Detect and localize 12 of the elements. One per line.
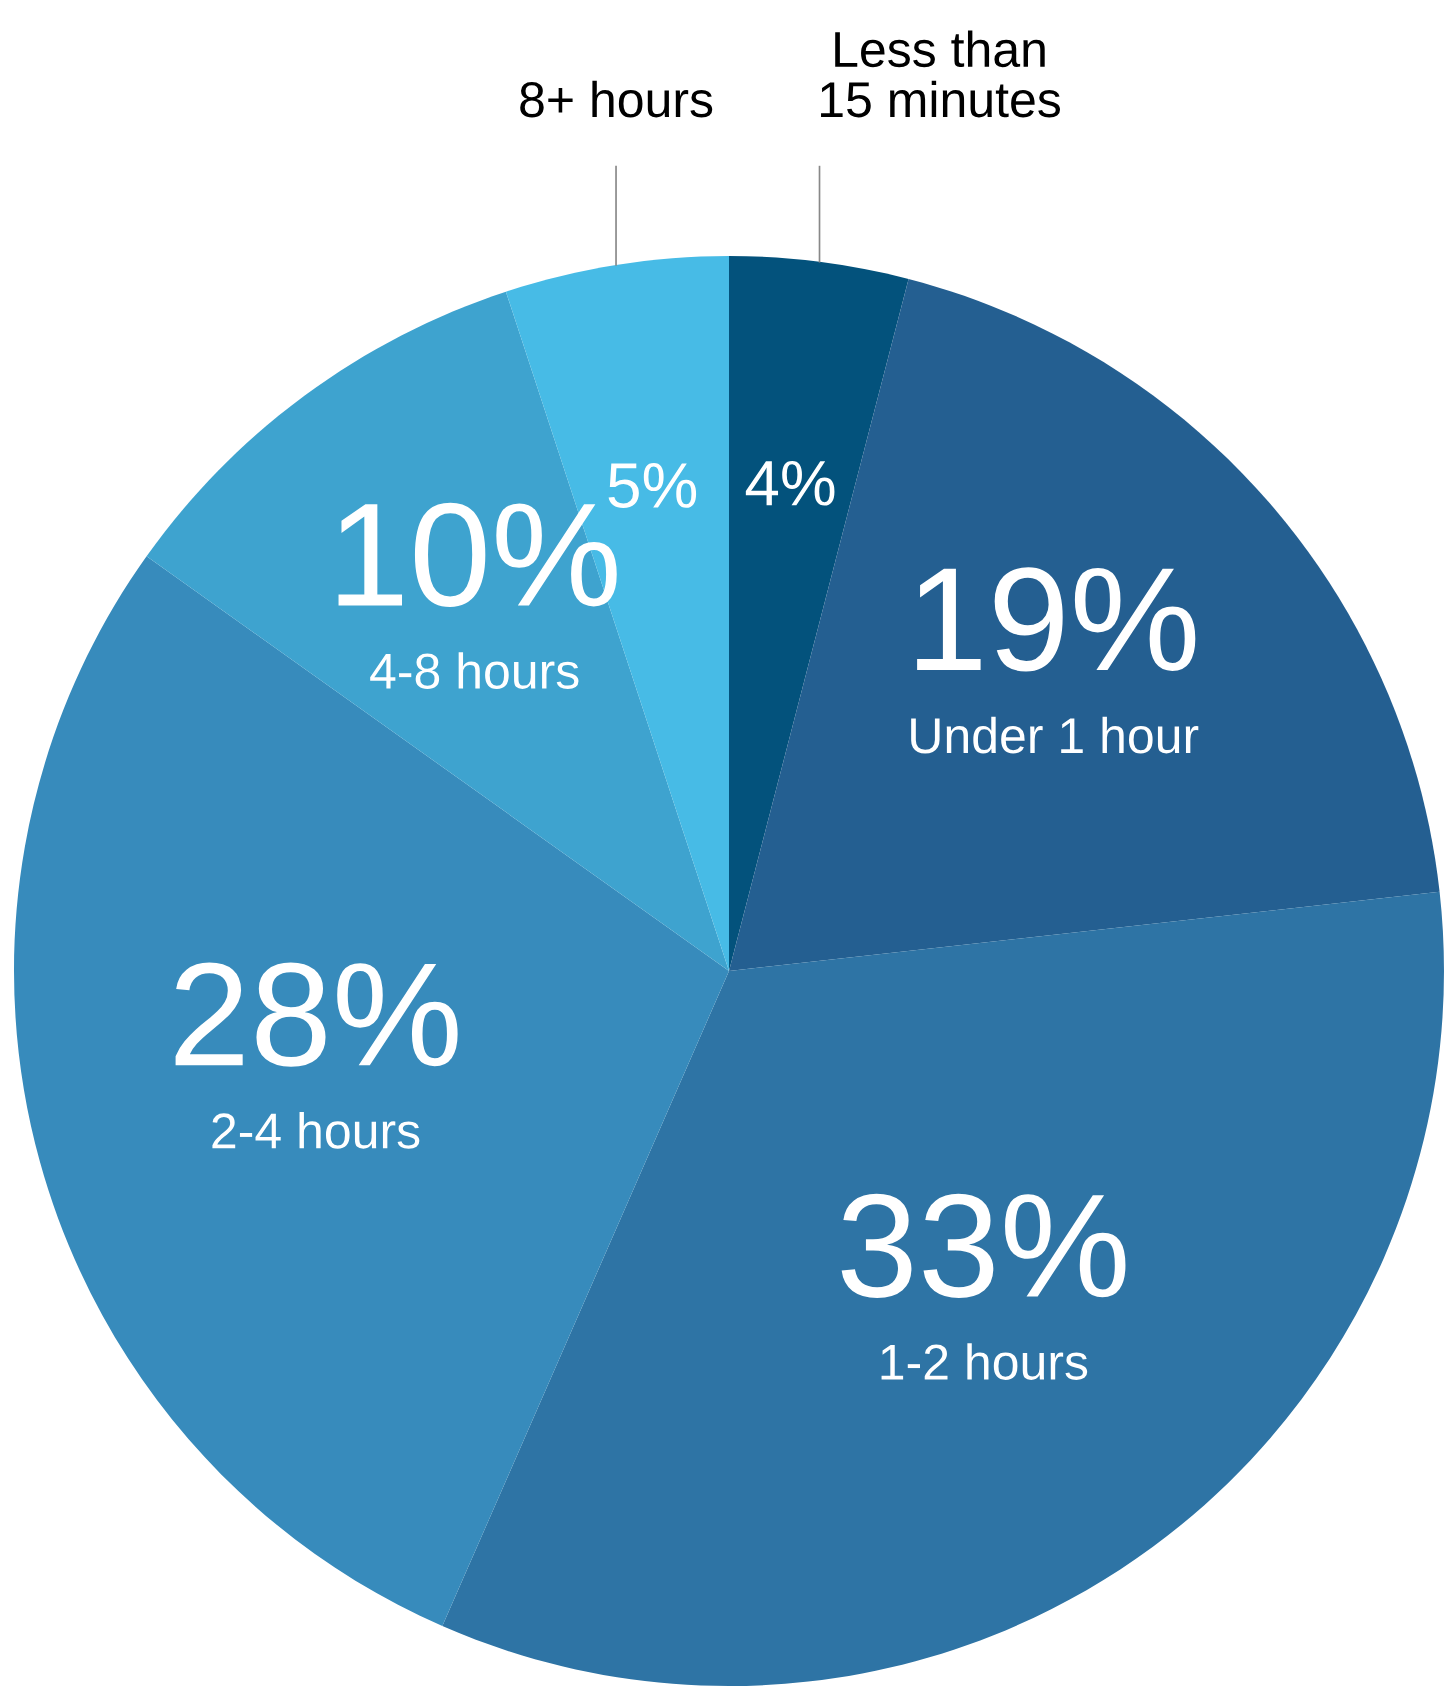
slice-label: 1-2 hours	[881, 1343, 1088, 1380]
slice-label: Less than 15 minutes	[821, 30, 1061, 118]
slice-label: 2-4 hours	[212, 1112, 420, 1149]
data-label: 28%	[175, 962, 458, 1067]
data-label: 19%	[917, 567, 1196, 672]
data-label: 33%	[841, 1193, 1126, 1298]
pie-slice	[729, 278, 1440, 971]
data-label: 4%	[745, 460, 835, 506]
slice-label: Under 1 hour	[911, 716, 1199, 754]
slice-label: 4-8 hours	[370, 652, 579, 689]
slice-label: 8+ hours	[520, 80, 713, 118]
pie-slice	[729, 256, 909, 971]
